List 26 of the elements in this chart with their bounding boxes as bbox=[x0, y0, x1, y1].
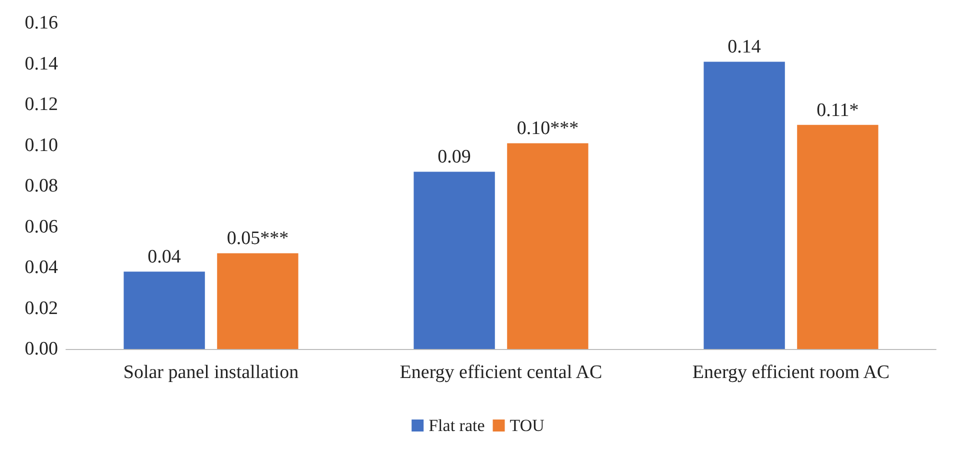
y-tick-label: 0.02 bbox=[24, 298, 58, 319]
y-tick-label: 0.08 bbox=[24, 176, 58, 196]
legend-label: TOU bbox=[510, 416, 544, 435]
x-tick-label: Energy efficient cental AC bbox=[400, 362, 602, 383]
data-label: 0.14 bbox=[728, 36, 762, 58]
legend-label: Flat rate bbox=[428, 416, 485, 435]
data-label: 0.04 bbox=[148, 246, 182, 268]
bar bbox=[124, 272, 205, 349]
y-tick-label: 0.06 bbox=[24, 216, 58, 238]
data-label: 0.05*** bbox=[226, 228, 289, 250]
y-tick-label: 0.14 bbox=[24, 53, 58, 74]
bar bbox=[704, 62, 785, 349]
bar bbox=[217, 253, 298, 349]
x-tick-label: Solar panel installation bbox=[123, 362, 300, 383]
data-label: 0.09 bbox=[438, 146, 471, 168]
data-label: 0.10*** bbox=[516, 118, 579, 140]
y-tick-label: 0.00 bbox=[24, 338, 58, 360]
bar bbox=[414, 172, 495, 349]
y-tick-label: 0.04 bbox=[24, 257, 58, 278]
x-tick-label: Energy efficient room AC bbox=[692, 362, 890, 383]
y-tick-label: 0.10 bbox=[24, 134, 58, 156]
bar bbox=[507, 143, 588, 349]
y-tick-label: 0.12 bbox=[24, 94, 58, 115]
data-label: 0.11* bbox=[816, 100, 859, 121]
y-tick-label: 0.16 bbox=[24, 12, 58, 34]
bar bbox=[797, 124, 878, 349]
